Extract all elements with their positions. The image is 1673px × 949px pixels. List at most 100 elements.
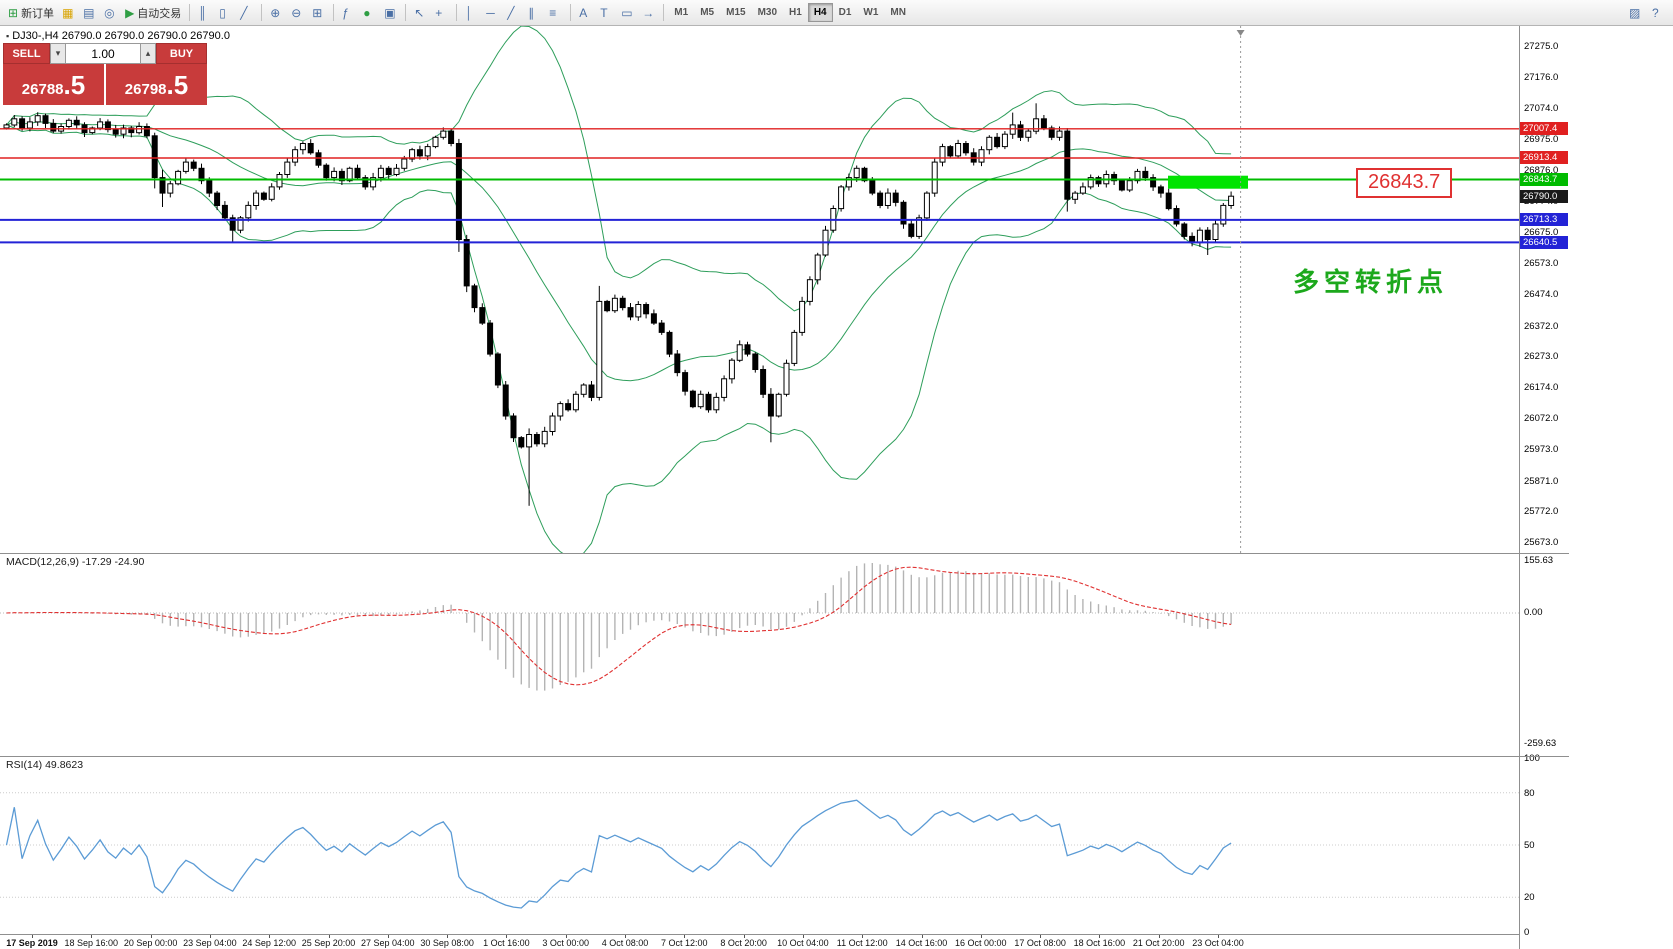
price-axis-label: 26675.0 [1524,226,1559,238]
price-axis-label: 26876.0 [1524,164,1559,176]
volume-up-button[interactable]: ▴ [140,43,156,64]
pane-divider[interactable] [0,553,1569,554]
help-icon[interactable]: ? [1648,2,1669,23]
price-tag: 26790.0 [1520,189,1568,203]
vertical-line-icon: │ [465,5,473,20]
label-icon[interactable]: T [596,2,617,23]
buy-price-display[interactable]: 26798.5 [106,64,207,105]
text-icon[interactable]: A [575,2,596,23]
zoom-in-icon[interactable]: ⊕ [266,2,287,23]
period-icon[interactable]: ● [359,2,380,23]
timeframe-mn[interactable]: MN [890,7,906,18]
rsi-canvas[interactable] [0,756,1519,934]
toolbar-separator [405,4,407,21]
timeframe-m15[interactable]: M15 [726,7,746,18]
time-axis-label: 7 Oct 12:00 [661,938,708,948]
rsi-axis-label: 80 [1524,787,1535,799]
time-axis-label: 4 Oct 08:00 [601,938,649,948]
sell-price-display[interactable]: 26788.5 [3,64,104,105]
chart-window: ▪ DJ30-,H4 26790.0 26790.0 26790.0 26790.… [0,26,1569,949]
buy-button[interactable]: BUY [156,43,207,64]
auto-trading-button-label: 自动交易 [137,7,182,20]
candles-layer [3,103,1235,506]
time-tick [625,935,626,938]
shapes-icon[interactable]: ▭ [617,2,638,23]
rsi-axis-label: 20 [1524,892,1535,904]
timeframe-h1[interactable]: H1 [789,7,802,18]
zoom-out-icon: ⊖ [291,5,302,20]
price-axis-label: 26573.0 [1524,258,1559,270]
rsi-axis-label: 100 [1524,753,1540,764]
sell-price-int: 26788 [21,81,64,98]
symbol-ohlc-text: DJ30-,H4 26790.0 26790.0 26790.0 26790.0 [12,30,230,42]
bars-chart-icon[interactable]: ║ [194,2,215,23]
profiles-icon[interactable]: ▦ [58,2,79,23]
bollinger-bands [6,26,1232,553]
macd-histogram [13,563,1232,691]
arrow-icon[interactable]: → [638,2,659,23]
chart-shift-icon[interactable]: ▨ [1625,2,1646,23]
time-tick [1099,935,1101,938]
timeframe-w1[interactable]: W1 [863,7,879,18]
timeframe-m5[interactable]: M5 [700,7,715,18]
price-callout-box[interactable]: 26843.7 [1356,168,1453,198]
rsi-label: RSI(14) 49.8623 [6,759,84,771]
new-order-button[interactable]: ⊞ 新订单 [4,2,58,23]
templates-icon[interactable]: ▣ [380,2,401,23]
timeframe-d1[interactable]: D1 [838,7,852,18]
horizontal-line-icon[interactable]: ─ [482,2,503,23]
new-order-button-label: 新订单 [21,7,55,20]
main-chart-canvas[interactable] [0,26,1519,553]
pane-divider[interactable] [0,756,1569,757]
toolbar-separator [189,4,191,21]
time-tick [1218,935,1219,938]
toolbar-separator [333,4,335,21]
time-axis-label: 20 Sep 00:00 [123,938,178,948]
candlestick-chart-icon[interactable]: ▯ [215,2,236,23]
auto-trading-button[interactable]: ▶ 自动交易 [121,2,185,23]
timeframe-h4[interactable]: H4 [807,3,833,22]
macd-canvas[interactable] [0,553,1519,756]
time-axis-label: 8 Oct 20:00 [720,938,767,948]
volume-input[interactable] [66,43,140,64]
trendline-icon[interactable]: ╱ [503,2,524,23]
time-tick [506,935,508,938]
time-tick [387,935,389,938]
time-axis-label: 21 Oct 20:00 [1132,938,1185,948]
market-watch-icon: ▤ [83,5,95,20]
fibonacci-icon[interactable]: ≡ [545,2,566,23]
tile-windows-icon[interactable]: ⊞ [308,2,329,23]
navigator-icon[interactable]: ◎ [100,2,121,23]
line-chart-icon[interactable]: ╱ [236,2,257,23]
vertical-line-icon[interactable]: │ [461,2,482,23]
symbol-info: ▪ DJ30-,H4 26790.0 26790.0 26790.0 26790.… [6,30,230,42]
time-axis-label: 16 Oct 00:00 [955,938,1007,948]
time-tick [862,935,864,938]
price-axis[interactable]: 27275.027176.027074.026975.026876.026774… [1519,26,1569,949]
arrow-icon: → [642,5,655,20]
market-watch-icon[interactable]: ▤ [79,2,100,23]
macd-axis-label: 0.00 [1524,607,1543,618]
fibonacci-icon: ≡ [549,5,557,20]
time-tick [980,935,982,938]
time-tick [209,935,211,938]
volume-dropdown-button[interactable]: ▾ [50,43,66,64]
timeframe-m1[interactable]: M1 [674,7,689,18]
timeframe-m30[interactable]: M30 [757,7,778,18]
time-tick [447,935,449,938]
zoom-out-icon[interactable]: ⊖ [287,2,308,23]
time-axis-label: 17 Oct 08:00 [1014,938,1066,948]
navigator-icon: ◎ [104,5,115,20]
cursor-icon[interactable]: ↖ [410,2,431,23]
chart-annotation-text[interactable]: 多空转折点 [1293,267,1449,297]
time-axis-label: 10 Oct 04:00 [777,938,829,948]
auto-trading-icon: ▶ [125,5,135,20]
horizontal-line-icon: ─ [486,5,495,20]
sell-button[interactable]: SELL [3,43,50,64]
crosshair-icon[interactable]: + [431,2,452,23]
buy-price-int: 26798 [124,81,167,98]
channel-icon[interactable]: ∥ [524,2,545,23]
highlight-rectangle [1168,175,1248,189]
indicators-icon[interactable]: ƒ [338,2,359,23]
bars-chart-icon: ║ [198,5,207,20]
